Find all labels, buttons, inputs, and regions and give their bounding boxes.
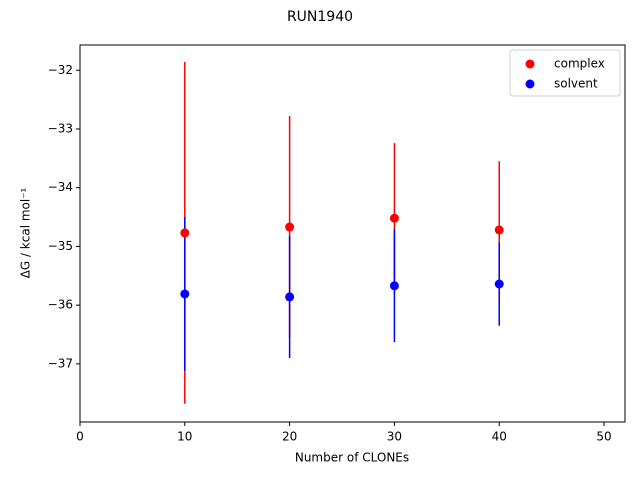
legend-marker [525, 79, 535, 89]
y-tick-label: −33 [48, 121, 73, 135]
x-tick-label: 0 [76, 430, 84, 444]
point [494, 279, 504, 289]
plot-area [79, 44, 626, 423]
x-tick-label: 40 [492, 430, 507, 444]
point [494, 225, 504, 235]
x-tick-label: 20 [282, 430, 297, 444]
point [180, 289, 190, 299]
x-tick-label: 30 [387, 430, 402, 444]
x-tick-label: 10 [177, 430, 192, 444]
y-axis-label: ΔG / kcal mol⁻¹ [19, 187, 33, 278]
x-tick-label: 50 [596, 430, 611, 444]
point [389, 281, 399, 291]
y-tick-label: −37 [48, 356, 73, 370]
legend-label: solvent [554, 77, 598, 91]
chart-title: RUN1940 [287, 9, 353, 25]
y-tick-label: −35 [48, 239, 73, 253]
y-tick-label: −32 [48, 63, 73, 77]
y-tick-label: −34 [48, 180, 73, 194]
point [389, 213, 399, 223]
y-tick-label: −36 [48, 298, 73, 312]
point [180, 228, 190, 238]
point [285, 292, 295, 302]
legend-label: complex [554, 57, 605, 71]
point [285, 222, 295, 232]
x-axis-label: Number of CLONEs [295, 451, 409, 465]
legend-box [509, 49, 621, 97]
legend-marker [525, 59, 535, 69]
